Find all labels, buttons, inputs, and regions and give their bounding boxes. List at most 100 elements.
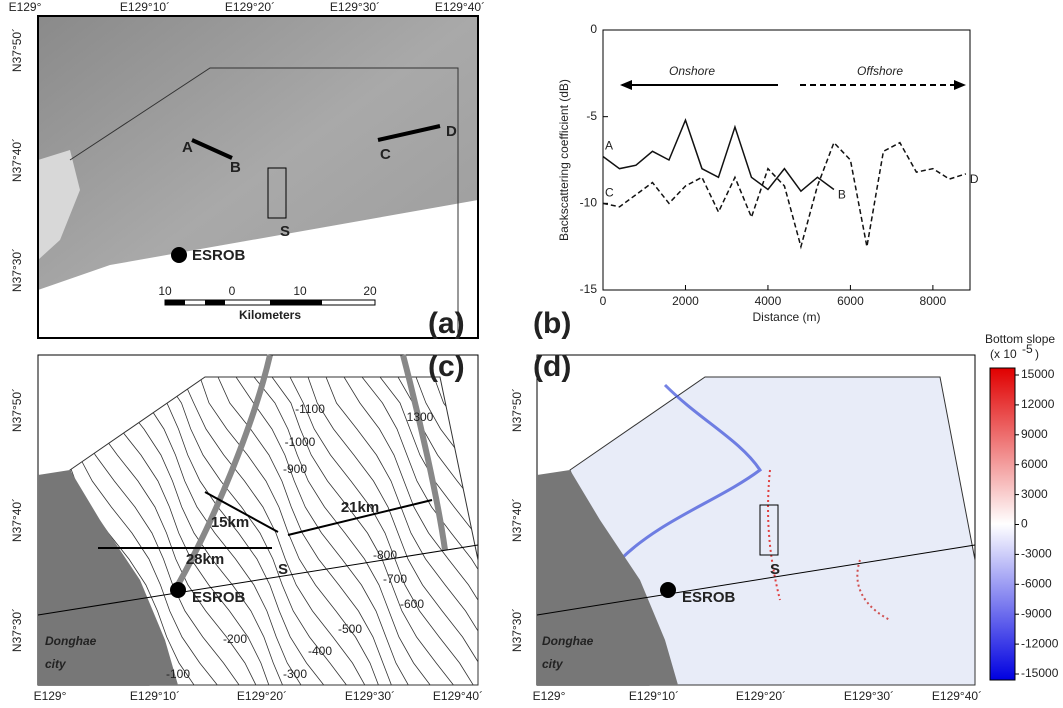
contour-label: -900: [283, 462, 307, 476]
contour-label: -800: [373, 548, 397, 562]
scale-label: 10: [158, 284, 172, 298]
distance-label: 15km: [211, 514, 249, 531]
colorbar-tick-label: -15000: [1021, 666, 1059, 680]
land: [38, 470, 178, 685]
site-box: [267, 167, 287, 219]
line-start-label: C: [605, 186, 614, 200]
contour-label: -700: [383, 572, 407, 586]
annotation: Onshore: [669, 64, 715, 78]
study-outline: [69, 67, 459, 338]
transect-ab: [191, 138, 233, 160]
section-line: [37, 544, 479, 616]
colorbar-tick-label: -6000: [1021, 576, 1052, 590]
lon-label: E129°: [9, 0, 42, 14]
contour-line: [199, 377, 381, 685]
contour-label: -100: [166, 667, 190, 681]
contour-label: -200: [223, 632, 247, 646]
contour-line: [145, 377, 328, 685]
contour-line: [343, 377, 478, 685]
x-tick-label: 0: [600, 294, 607, 308]
arrow: [204, 491, 279, 533]
plot-frame: [602, 29, 971, 291]
lon-label: E129°40´: [433, 689, 483, 703]
contour-line: [271, 377, 457, 685]
x-tick-label: 4000: [755, 294, 782, 308]
contour-line: [415, 377, 478, 685]
panel-label: (a): [428, 307, 465, 340]
arrow-head: [620, 80, 632, 90]
colorbar-tick-label: 3000: [1021, 487, 1048, 501]
scale-label: 20: [363, 284, 377, 298]
colorbar-tick-label: -3000: [1021, 547, 1052, 561]
lon-label: E129°40´: [435, 0, 485, 14]
slope-feature: [767, 469, 781, 601]
colorbar-tick-label: 6000: [1021, 457, 1048, 471]
lon-label: E129°10´: [120, 0, 170, 14]
x-tick-label: 2000: [672, 294, 699, 308]
arrow: [287, 499, 433, 536]
panel-label: (c): [428, 350, 465, 383]
contour-label: -400: [308, 644, 332, 658]
contour-label: -1100: [295, 402, 325, 416]
colorbar-tick-label: 0: [1021, 517, 1028, 531]
contour-label: -1000: [285, 435, 316, 449]
point-label: A: [182, 139, 193, 156]
lat-label: N37°30´: [10, 248, 24, 292]
y-tick-label: -10: [580, 196, 598, 210]
y-tick-label: -5: [586, 109, 597, 123]
lat-label: N37°40´: [10, 498, 24, 542]
colorbar-tick-label: 15000: [1021, 367, 1055, 381]
land: [537, 470, 678, 685]
scale-unit: Kilometers: [239, 308, 301, 322]
contour-label: -500: [338, 622, 362, 636]
lon-label: E129°: [34, 689, 67, 703]
contour-label: -300: [283, 667, 307, 681]
point-label: C: [380, 146, 391, 163]
lon-label: E129°10´: [629, 689, 679, 703]
contour-line: [163, 377, 350, 685]
line-start-label: A: [605, 139, 613, 153]
lat-label: N37°40´: [510, 498, 524, 542]
station-dot: [171, 247, 187, 263]
station-label: ESROB: [192, 589, 246, 606]
lon-label: E129°30´: [330, 0, 380, 14]
lon-label: E129°20´: [736, 689, 786, 703]
city-label: Donghae: [542, 634, 594, 648]
city-label: Donghae: [45, 634, 97, 648]
contour-line: [70, 377, 221, 685]
lon-label: E129°40´: [932, 689, 982, 703]
scale-bar: [164, 299, 376, 306]
station-label: ESROB: [192, 247, 246, 264]
transect-cd: [377, 124, 441, 142]
slope-feature: [618, 383, 763, 562]
line-end-label: D: [970, 172, 979, 186]
contour-line: [307, 377, 478, 685]
line-end-label: B: [838, 188, 846, 202]
scale-label: 0: [229, 284, 236, 298]
colorbar-tick-label: 12000: [1021, 397, 1055, 411]
city-label: city: [542, 657, 564, 671]
station-label: ESROB: [682, 589, 736, 606]
colorbar-title: Bottom slope: [985, 332, 1055, 346]
station-dot: [170, 582, 186, 598]
colorbar-unit: -5: [1022, 342, 1033, 356]
lon-label: E129°: [533, 689, 566, 703]
lat-label: N37°30´: [10, 608, 24, 652]
contour-line: [181, 377, 368, 685]
site-box: [759, 504, 779, 556]
scale-label: 10: [293, 284, 307, 298]
contour-line: [235, 377, 411, 685]
lon-label: E129°30´: [844, 689, 894, 703]
site-label: S: [278, 561, 288, 578]
y-tick-label: -15: [580, 282, 598, 296]
contour-label: -600: [400, 597, 424, 611]
contour-line: [127, 377, 304, 685]
colorbar-tick-label: -9000: [1021, 606, 1052, 620]
contour-line: [109, 377, 285, 685]
contour-line: [325, 377, 478, 685]
point-label: D: [446, 123, 457, 140]
coast-area: [38, 150, 80, 260]
panel-label: (d): [533, 350, 571, 383]
x-tick-label: 8000: [920, 294, 947, 308]
